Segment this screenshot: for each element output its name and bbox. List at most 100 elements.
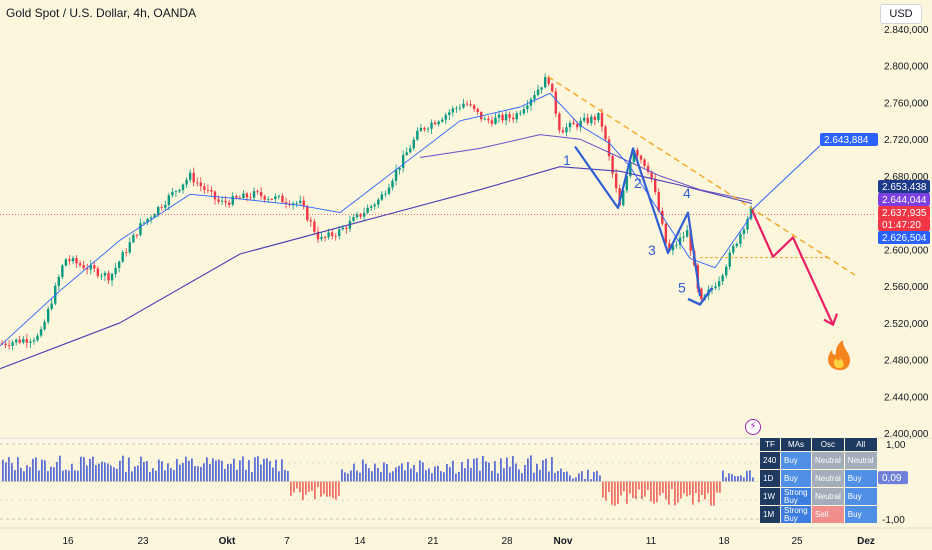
osc-bar — [266, 458, 268, 482]
price-badge — [878, 180, 930, 193]
candle-body — [160, 207, 163, 208]
osc-bar — [437, 465, 439, 482]
candle-body — [583, 117, 586, 121]
osc-bar — [623, 481, 625, 492]
ta-tf-1w: 1W — [759, 487, 781, 506]
osc-current-badge — [878, 471, 908, 485]
candle-body — [721, 275, 724, 282]
osc-bar — [167, 463, 169, 482]
candle-body — [306, 206, 309, 221]
osc-bar — [728, 473, 730, 482]
candle-body — [689, 230, 692, 251]
candle-body — [547, 77, 550, 84]
osc-bar — [596, 470, 598, 482]
candle-body — [625, 176, 628, 191]
osc-bar — [389, 472, 391, 482]
osc-bar — [239, 460, 241, 482]
osc-bar — [257, 456, 259, 482]
osc-bar — [521, 473, 523, 482]
osc-bar — [293, 481, 295, 493]
candle-body — [611, 156, 614, 174]
osc-bar — [143, 461, 145, 482]
osc-bar — [374, 463, 376, 482]
osc-bar — [50, 466, 52, 482]
osc-bar — [230, 463, 232, 482]
osc-bar — [5, 462, 7, 482]
candle-body — [519, 113, 522, 115]
osc-bar — [455, 473, 457, 482]
candle-body — [682, 236, 685, 238]
candle-body — [185, 179, 188, 185]
price-tick-label: 2.800,000 — [884, 62, 929, 73]
candle-body — [274, 196, 277, 200]
ma-mid-line — [419, 134, 753, 202]
price-tick-label: 2.560,000 — [884, 282, 929, 293]
osc-bar — [695, 481, 697, 493]
osc-bar — [617, 481, 619, 504]
osc-bar — [461, 461, 463, 482]
time-tick-label: Dez — [857, 536, 875, 547]
osc-bar — [176, 459, 178, 482]
osc-bar — [530, 455, 532, 482]
candle-body — [448, 112, 451, 115]
osc-bar — [731, 474, 733, 482]
osc-bar — [26, 465, 28, 482]
osc-bar — [146, 461, 148, 482]
candle-body — [345, 227, 348, 229]
osc-bar — [536, 463, 538, 482]
candle-body — [57, 277, 60, 286]
price-tick-label: 2.840,000 — [884, 25, 929, 36]
osc-bar — [359, 472, 361, 482]
osc-bar — [614, 481, 616, 506]
candle-body — [394, 169, 398, 181]
candle-body — [661, 211, 664, 224]
currency-button[interactable]: USD — [880, 4, 922, 24]
osc-bar — [53, 467, 55, 482]
lightning-icon[interactable]: ⚡ — [745, 419, 761, 435]
osc-bar — [509, 466, 511, 482]
osc-bar — [686, 481, 688, 497]
osc-bar — [77, 470, 79, 482]
osc-bar — [428, 468, 430, 482]
candle-body — [742, 229, 746, 234]
osc-bar — [152, 468, 154, 482]
candle-body — [71, 258, 75, 262]
osc-bar — [323, 481, 325, 495]
candle-body — [636, 149, 639, 156]
candle-body — [433, 122, 437, 125]
osc-bar — [308, 481, 310, 492]
candle-body — [341, 227, 344, 230]
candle-body — [220, 200, 224, 202]
candle-body — [579, 120, 582, 128]
osc-bar — [620, 481, 622, 496]
osc-bar — [584, 479, 586, 482]
candle-body — [373, 204, 376, 207]
osc-bar — [527, 458, 529, 482]
price-badge-label: 2.653,438 — [882, 182, 927, 193]
price-badge — [878, 231, 930, 244]
candle-body — [554, 91, 557, 114]
price-badge-label: 2.637,935 — [882, 208, 927, 219]
osc-bar — [632, 481, 634, 499]
candle-body — [501, 114, 504, 121]
osc-bar — [326, 481, 328, 497]
osc-bar — [752, 477, 754, 482]
candle-body — [618, 188, 621, 206]
osc-bar — [557, 471, 559, 482]
wave-label: 5 — [678, 280, 686, 296]
candle-body — [78, 263, 82, 266]
osc-bar — [710, 481, 712, 506]
candle-body — [675, 244, 678, 246]
candle-body — [249, 197, 252, 199]
indicators — [0, 92, 753, 370]
price-tick-label: 2.720,000 — [884, 135, 929, 146]
candle-body — [441, 119, 444, 122]
osc-bar — [125, 471, 127, 482]
osc-bar — [188, 460, 190, 482]
osc-bar — [314, 481, 316, 500]
wave-label: 4 — [683, 185, 691, 201]
osc-bar — [68, 470, 70, 482]
candle-body — [497, 114, 501, 118]
candle-body — [398, 167, 401, 170]
